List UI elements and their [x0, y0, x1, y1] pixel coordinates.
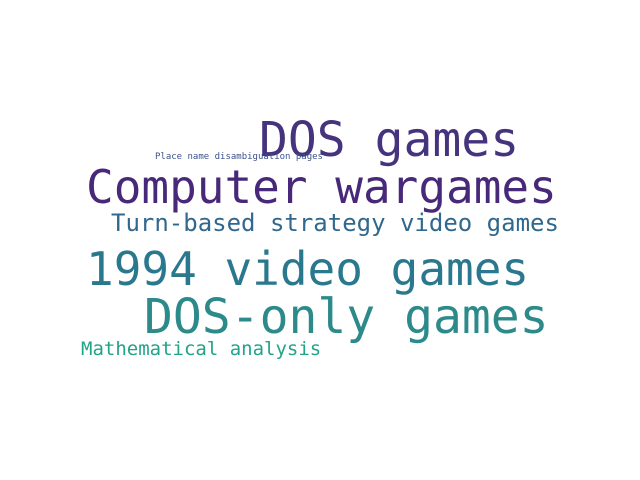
- word-mathematical-analysis: Mathematical analysis: [81, 338, 322, 360]
- word-turn-based-strategy-video-games: Turn-based strategy video games: [111, 209, 559, 237]
- word-computer-wargames: Computer wargames: [86, 160, 557, 214]
- word-place-name-disambiguation-pages: Place name disambiguation pages: [155, 152, 323, 162]
- word-dos-only-games: DOS-only games: [144, 289, 549, 345]
- word-1994-video-games: 1994 video games: [86, 242, 530, 296]
- word-dos-games: DOS games: [259, 112, 520, 168]
